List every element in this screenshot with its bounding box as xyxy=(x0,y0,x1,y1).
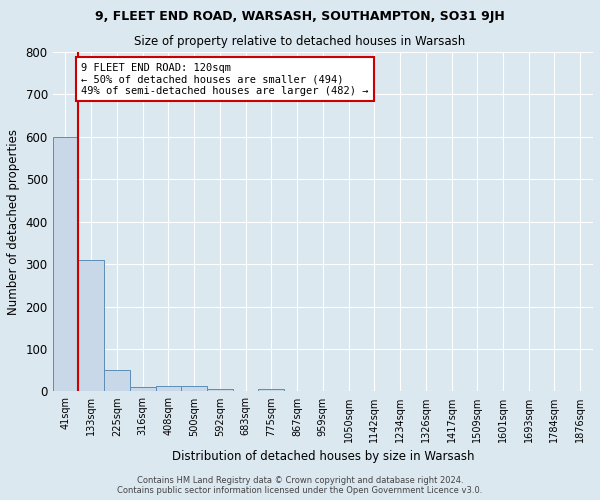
Text: Size of property relative to detached houses in Warsash: Size of property relative to detached ho… xyxy=(134,35,466,48)
Bar xyxy=(53,137,79,392)
Bar xyxy=(259,389,284,392)
Text: 9, FLEET END ROAD, WARSASH, SOUTHAMPTON, SO31 9JH: 9, FLEET END ROAD, WARSASH, SOUTHAMPTON,… xyxy=(95,10,505,23)
Text: Contains HM Land Registry data © Crown copyright and database right 2024.
Contai: Contains HM Land Registry data © Crown c… xyxy=(118,476,482,495)
Bar xyxy=(79,260,104,392)
Bar xyxy=(130,387,155,392)
X-axis label: Distribution of detached houses by size in Warsash: Distribution of detached houses by size … xyxy=(172,450,474,463)
Bar xyxy=(181,386,207,392)
Text: 9 FLEET END ROAD: 120sqm
← 50% of detached houses are smaller (494)
49% of semi-: 9 FLEET END ROAD: 120sqm ← 50% of detach… xyxy=(81,62,368,96)
Bar xyxy=(155,386,181,392)
Bar xyxy=(207,390,233,392)
Y-axis label: Number of detached properties: Number of detached properties xyxy=(7,128,20,314)
Bar xyxy=(104,370,130,392)
